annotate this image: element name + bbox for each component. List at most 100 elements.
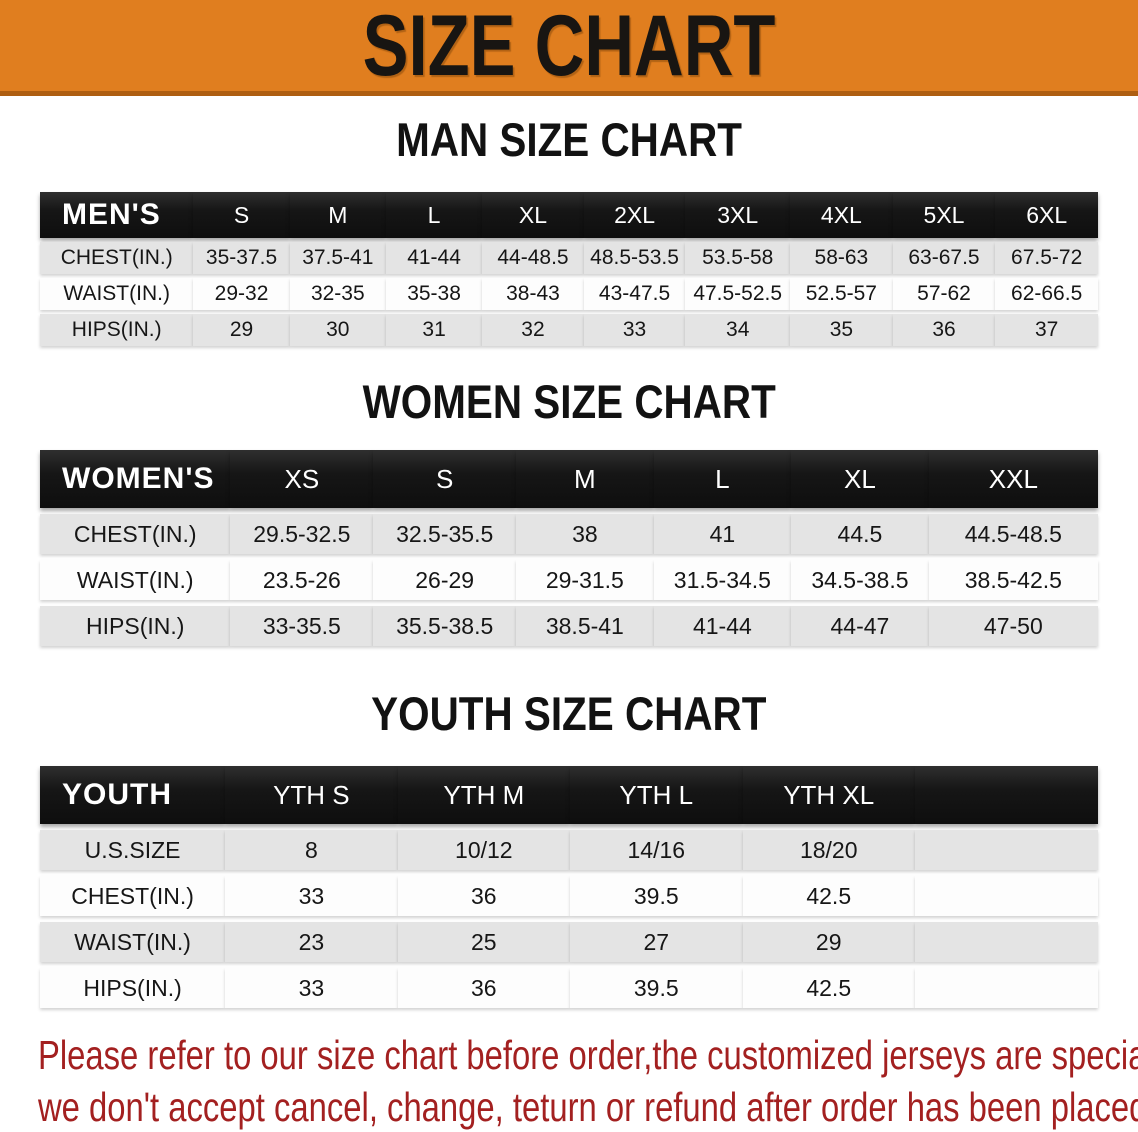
youth-ussize-value: 18/20 xyxy=(742,830,915,870)
youth-ussize-value: 10/12 xyxy=(397,830,571,870)
women-hips-label: HIPS(IN.) xyxy=(40,606,231,646)
women-chest-value: 44.5-48.5 xyxy=(928,514,1098,554)
size-chart-banner: SIZE CHART xyxy=(0,0,1138,96)
women-chest-value: 41 xyxy=(653,514,792,554)
men-chest-label: CHEST(IN.) xyxy=(40,242,194,274)
women-waist-value: 31.5-34.5 xyxy=(653,560,792,600)
men-waist-value: 52.5-57 xyxy=(790,278,893,310)
men-size-2xl: 2XL xyxy=(583,192,686,238)
youth-chest-row: CHEST(IN.) 33 36 39.5 42.5 xyxy=(40,876,1098,916)
youth-chest-label: CHEST(IN.) xyxy=(40,876,226,916)
youth-waist-value: 25 xyxy=(397,922,571,962)
men-chest-row: CHEST(IN.) 35-37.5 37.5-41 41-44 44-48.5… xyxy=(40,242,1098,274)
youth-waist-label: WAIST(IN.) xyxy=(40,922,226,962)
youth-header-row: YOUTH YTH S YTH M YTH L YTH XL xyxy=(40,766,1098,824)
men-hips-label: HIPS(IN.) xyxy=(40,314,194,346)
disclaimer: Please refer to our size chart before or… xyxy=(38,1034,1138,1132)
men-waist-value: 38-43 xyxy=(482,278,584,310)
men-size-4xl: 4XL xyxy=(790,192,893,238)
women-header-row: WOMEN'S XS S M L XL XXL xyxy=(40,450,1098,508)
women-waist-label: WAIST(IN.) xyxy=(40,560,231,600)
women-hips-value: 35.5-38.5 xyxy=(373,606,517,646)
women-chest-label: CHEST(IN.) xyxy=(40,514,231,554)
youth-ussize-value: 8 xyxy=(225,830,398,870)
youth-chest-value: 33 xyxy=(225,876,398,916)
men-section-heading-text: MAN SIZE CHART xyxy=(396,113,742,166)
youth-hips-value: 36 xyxy=(397,968,571,1008)
women-waist-value: 29-31.5 xyxy=(516,560,654,600)
disclaimer-line-2: we don't accept cancel, change, teturn o… xyxy=(38,1084,1138,1130)
women-size-table: WOMEN'S XS S M L XL XXL CHEST(IN.) 29.5-… xyxy=(40,444,1098,652)
youth-hips-value: 33 xyxy=(225,968,398,1008)
men-hips-value: 34 xyxy=(685,314,791,346)
women-chest-value: 44.5 xyxy=(791,514,929,554)
women-waist-value: 26-29 xyxy=(373,560,517,600)
men-waist-value: 62-66.5 xyxy=(995,278,1098,310)
women-header-label: WOMEN'S xyxy=(40,450,231,508)
youth-chest-value: 39.5 xyxy=(570,876,743,916)
youth-waist-value: 23 xyxy=(225,922,398,962)
women-size-m: M xyxy=(516,450,654,508)
men-header-label: MEN'S xyxy=(40,192,194,238)
men-waist-value: 57-62 xyxy=(892,278,996,310)
youth-size-xl: YTH XL xyxy=(742,766,915,824)
youth-size-s: YTH S xyxy=(225,766,398,824)
men-header-row: MEN'S S M L XL 2XL 3XL 4XL 5XL 6XL xyxy=(40,192,1098,238)
youth-chest-value: 36 xyxy=(397,876,571,916)
men-chest-value: 63-67.5 xyxy=(892,242,996,274)
men-chest-value: 35-37.5 xyxy=(193,242,290,274)
women-chest-value: 38 xyxy=(516,514,654,554)
men-hips-value: 37 xyxy=(995,314,1098,346)
men-chest-value: 53.5-58 xyxy=(685,242,791,274)
women-hips-value: 33-35.5 xyxy=(230,606,374,646)
youth-waist-row: WAIST(IN.) 23 25 27 29 xyxy=(40,922,1098,962)
youth-size-l: YTH L xyxy=(570,766,743,824)
men-waist-value: 35-38 xyxy=(385,278,483,310)
men-chest-value: 67.5-72 xyxy=(995,242,1098,274)
women-size-xs: XS xyxy=(230,450,374,508)
men-hips-row: HIPS(IN.) 29 30 31 32 33 34 35 36 37 xyxy=(40,314,1098,346)
men-chest-value: 48.5-53.5 xyxy=(583,242,686,274)
women-waist-value: 38.5-42.5 xyxy=(928,560,1098,600)
men-waist-value: 32-35 xyxy=(289,278,386,310)
women-chest-value: 29.5-32.5 xyxy=(230,514,374,554)
women-size-l: L xyxy=(653,450,792,508)
women-size-xl: XL xyxy=(791,450,929,508)
youth-size-table: YOUTH YTH S YTH M YTH L YTH XL U.S.SIZE … xyxy=(40,760,1098,1014)
men-hips-value: 31 xyxy=(385,314,483,346)
youth-size-m: YTH M xyxy=(397,766,571,824)
women-hips-value: 38.5-41 xyxy=(516,606,654,646)
youth-waist-value: 29 xyxy=(742,922,915,962)
men-size-table-wrap: MEN'S S M L XL 2XL 3XL 4XL 5XL 6XL CHEST… xyxy=(40,188,1098,350)
youth-hips-value: 39.5 xyxy=(570,968,743,1008)
men-chest-value: 58-63 xyxy=(790,242,893,274)
men-size-m: M xyxy=(289,192,386,238)
men-hips-value: 36 xyxy=(892,314,996,346)
page-title: SIZE CHART xyxy=(362,0,776,94)
women-hips-value: 41-44 xyxy=(653,606,792,646)
disclaimer-line-1: Please refer to our size chart before or… xyxy=(38,1032,1138,1078)
men-hips-value: 30 xyxy=(289,314,386,346)
youth-section-heading-text: YOUTH SIZE CHART xyxy=(371,687,767,740)
men-chest-value: 44-48.5 xyxy=(482,242,584,274)
men-hips-value: 33 xyxy=(583,314,686,346)
youth-row-filler xyxy=(914,876,1098,916)
men-waist-value: 29-32 xyxy=(193,278,290,310)
men-waist-value: 47.5-52.5 xyxy=(685,278,791,310)
youth-hips-value: 42.5 xyxy=(742,968,915,1008)
youth-hips-row: HIPS(IN.) 33 36 39.5 42.5 xyxy=(40,968,1098,1008)
men-waist-value: 43-47.5 xyxy=(583,278,686,310)
youth-row-filler xyxy=(914,830,1098,870)
youth-size-table-wrap: YOUTH YTH S YTH M YTH L YTH XL U.S.SIZE … xyxy=(40,760,1098,1014)
youth-section-heading: YOUTH SIZE CHART xyxy=(0,688,1138,740)
women-waist-value: 34.5-38.5 xyxy=(791,560,929,600)
youth-hips-label: HIPS(IN.) xyxy=(40,968,226,1008)
men-size-3xl: 3XL xyxy=(685,192,791,238)
youth-header-filler xyxy=(914,766,1098,824)
men-waist-label: WAIST(IN.) xyxy=(40,278,194,310)
youth-waist-value: 27 xyxy=(570,922,743,962)
men-section-heading: MAN SIZE CHART xyxy=(0,114,1138,166)
women-waist-value: 23.5-26 xyxy=(230,560,374,600)
men-size-5xl: 5XL xyxy=(892,192,996,238)
men-size-6xl: 6XL xyxy=(995,192,1098,238)
